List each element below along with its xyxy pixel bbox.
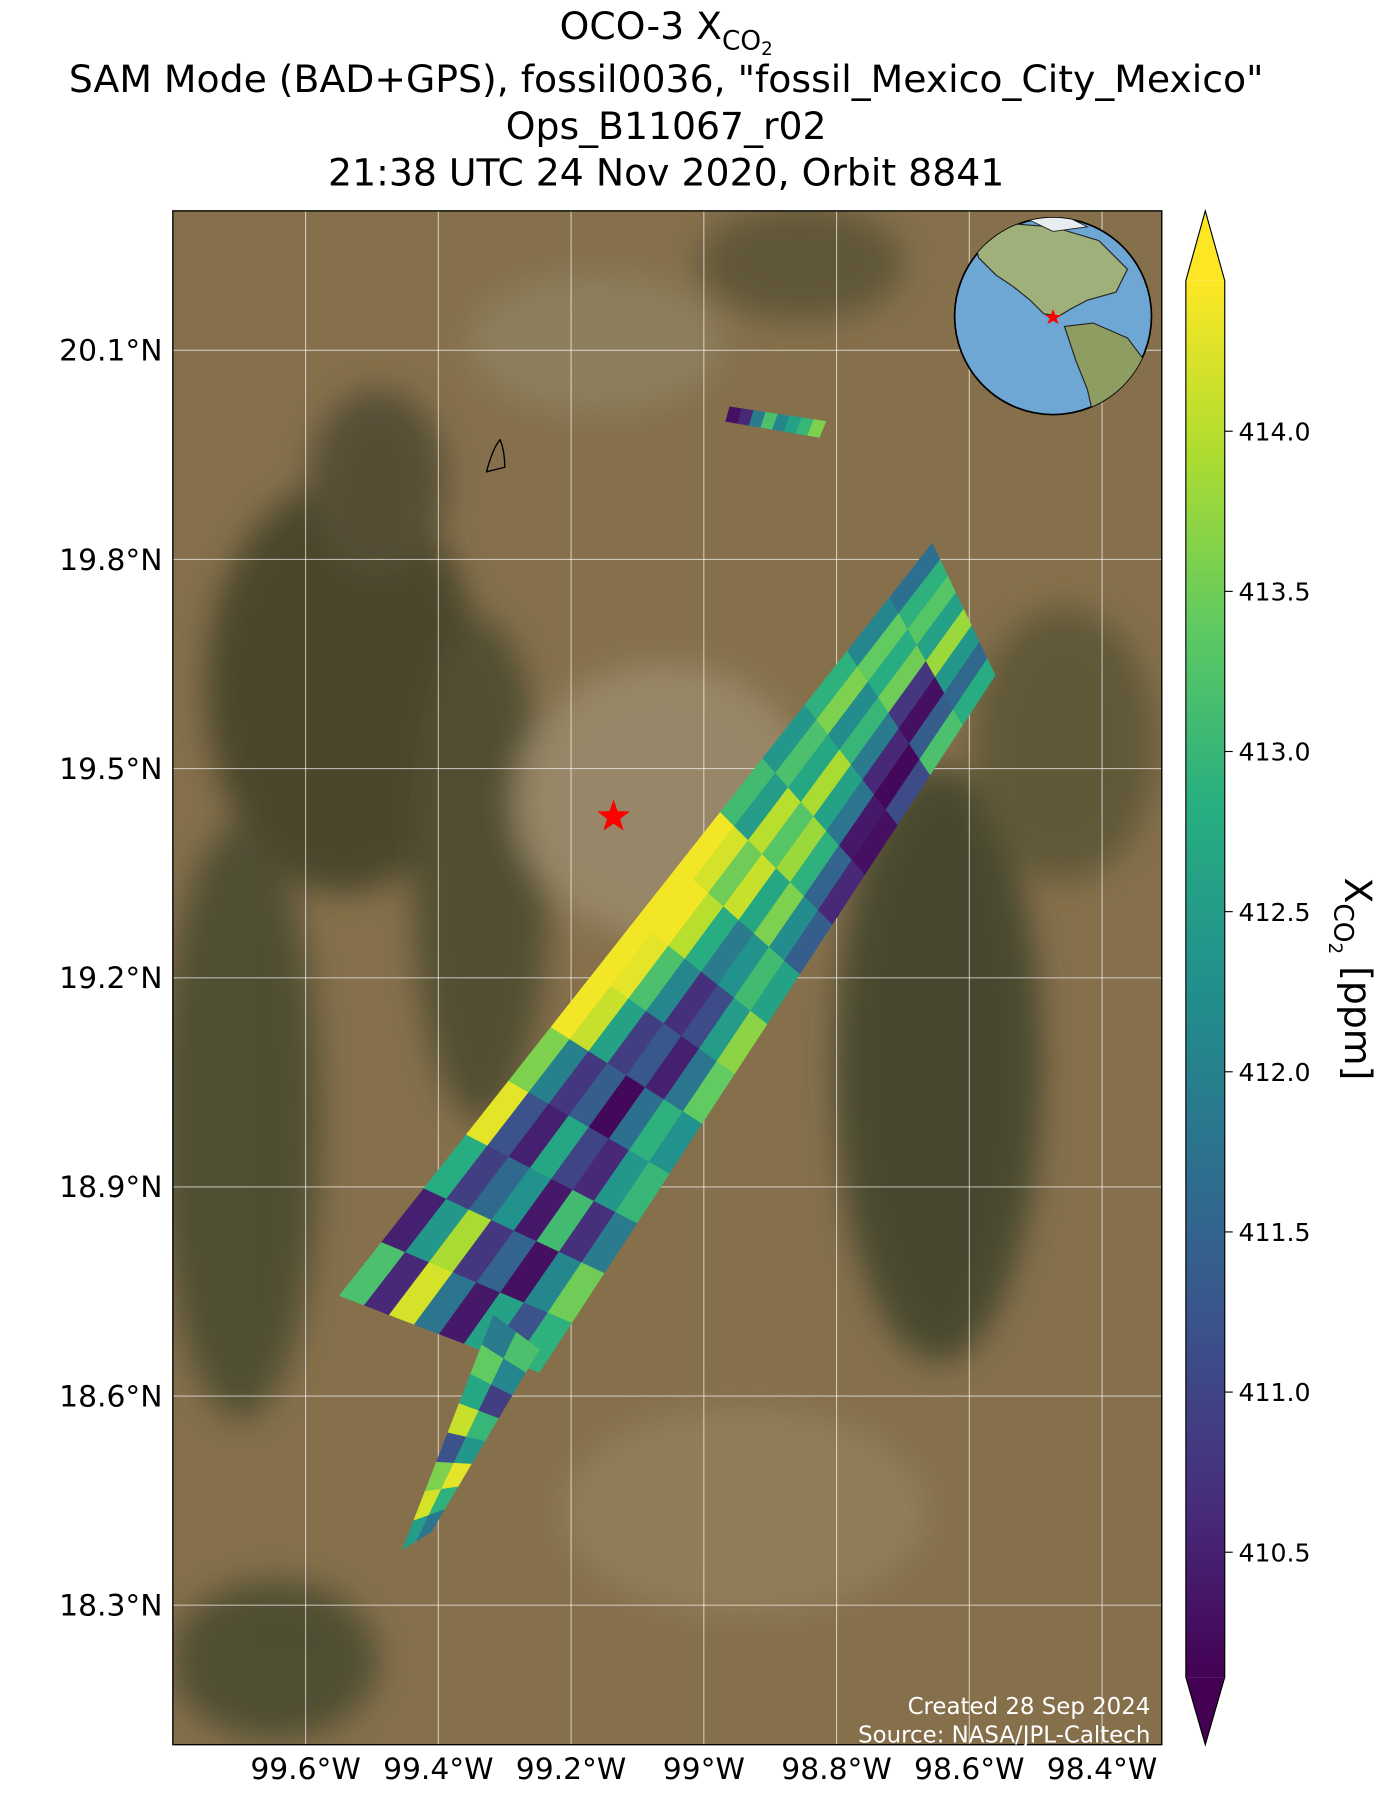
- y-tick-label: 18.3°N: [59, 1589, 162, 1624]
- colorbar-tick-label: 413.5: [1238, 578, 1310, 607]
- colorbar-tick-label: 413.0: [1238, 738, 1310, 767]
- colorbar-label: XCO2 [ppm]: [1324, 877, 1380, 1080]
- colorbar-tick-label: 412.5: [1238, 898, 1310, 927]
- swath-cell: [503, 1331, 540, 1373]
- target-marker: [597, 799, 630, 831]
- subtitle: Ops_B11067_r02: [506, 104, 827, 148]
- x-tick-label: 99.6°W: [250, 1752, 361, 1787]
- y-tick-label: 19.8°N: [59, 543, 162, 578]
- y-tick-label: 18.6°N: [59, 1379, 162, 1414]
- boundary: [485, 438, 506, 473]
- y-tick-label: 19.2°N: [59, 961, 162, 996]
- map-frame: [172, 210, 1163, 1746]
- x-tick-label: 99°W: [663, 1752, 745, 1787]
- subtitle: SAM Mode (BAD+GPS), fossil0036, "fossil_…: [69, 57, 1264, 101]
- colorbar-tick-label: 411.5: [1238, 1218, 1310, 1247]
- colorbar-tick-label: 410.5: [1238, 1538, 1310, 1567]
- x-tick-label: 98.6°W: [914, 1752, 1025, 1787]
- swath-cell: [807, 419, 827, 438]
- map-area: [172, 210, 1162, 1745]
- x-tick-label: 99.2°W: [516, 1752, 627, 1787]
- colorbar-tick-label: 412.0: [1238, 1058, 1310, 1087]
- y-tick-label: 20.1°N: [59, 334, 162, 369]
- x-tick-label: 98.8°W: [781, 1752, 892, 1787]
- title-subsub: 2: [761, 39, 773, 60]
- title-sub: CO: [722, 26, 761, 56]
- x-tick-label: 99.4°W: [383, 1752, 494, 1787]
- y-tick-label: 18.9°N: [59, 1170, 162, 1205]
- colorbar-label-sub: CO: [1328, 903, 1358, 942]
- colorbar-extend-max: [1185, 210, 1225, 281]
- colorbar-label-text: X: [1336, 877, 1380, 903]
- colorbar-label-unit: [ppm]: [1336, 954, 1380, 1080]
- x-tick-label: 98.4°W: [1047, 1752, 1158, 1787]
- colorbar-frame: [1185, 208, 1226, 1747]
- title-text: OCO-3 X: [560, 4, 722, 48]
- land: [972, 222, 1129, 317]
- y-tick-label: 19.5°N: [59, 752, 162, 787]
- footer-note: Created 28 Sep 2024: [908, 1694, 1151, 1720]
- footer-note: Source: NASA/JPL-Caltech: [858, 1722, 1150, 1748]
- chart-title: OCO-3 XCO2: [560, 4, 773, 60]
- colorbar-tick-label: 414.0: [1238, 417, 1310, 446]
- colorbar-tick-label: 411.0: [1238, 1378, 1310, 1407]
- swath-cell: [953, 658, 996, 726]
- colorbar-bar: [1185, 280, 1225, 1678]
- subtitle: 21:38 UTC 24 Nov 2020, Orbit 8841: [328, 151, 1004, 195]
- globe-inset: [953, 216, 1153, 416]
- colorbar-extend-min: [1185, 1677, 1225, 1745]
- colorbar-label-subsub: 2: [1324, 942, 1345, 954]
- globe-marker: [1045, 309, 1062, 325]
